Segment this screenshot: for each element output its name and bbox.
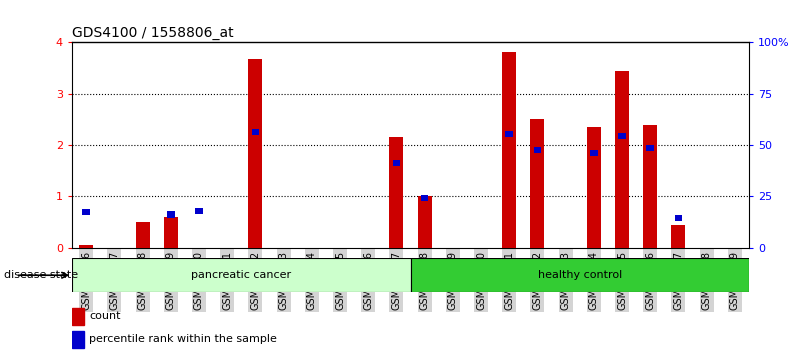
Bar <box>505 131 513 137</box>
Text: pancreatic cancer: pancreatic cancer <box>191 270 292 280</box>
Text: healthy control: healthy control <box>537 270 622 280</box>
Text: count: count <box>89 312 120 321</box>
Bar <box>72 258 410 292</box>
Bar <box>410 258 749 292</box>
Bar <box>615 71 629 248</box>
Bar <box>590 150 598 156</box>
Text: disease state: disease state <box>4 270 78 280</box>
Bar <box>587 127 601 248</box>
Bar <box>79 245 93 248</box>
Text: percentile rank within the sample: percentile rank within the sample <box>89 335 277 344</box>
Bar <box>72 331 84 348</box>
Bar <box>417 196 432 248</box>
Bar <box>163 217 178 248</box>
Bar <box>135 222 150 248</box>
Bar <box>392 160 400 166</box>
Bar <box>195 208 203 214</box>
Bar <box>530 120 545 248</box>
Bar <box>389 137 404 248</box>
Bar <box>643 125 658 248</box>
Bar <box>421 195 429 201</box>
Bar <box>618 133 626 139</box>
Bar <box>83 209 90 215</box>
Bar <box>671 225 686 248</box>
Bar <box>248 59 263 248</box>
Bar <box>674 215 682 221</box>
Bar <box>646 145 654 151</box>
Bar <box>252 129 260 135</box>
Bar <box>72 308 84 325</box>
Text: GDS4100 / 1558806_at: GDS4100 / 1558806_at <box>72 26 234 40</box>
Bar <box>167 211 175 217</box>
Bar <box>502 52 517 248</box>
Bar <box>533 147 541 153</box>
